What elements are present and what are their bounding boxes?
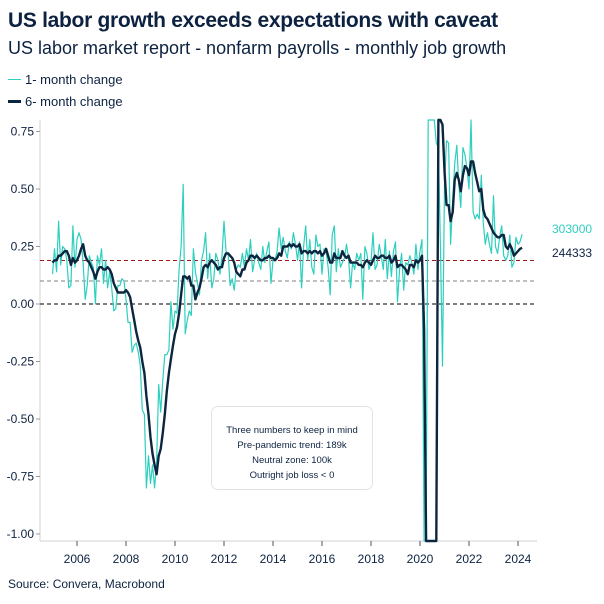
x-tick-label: 2014 (260, 552, 287, 566)
annotation-line: Pre-pandemic trend: 189k (237, 440, 347, 451)
legend-item-1-month: 1- month change (8, 72, 123, 87)
x-tick-label: 2020 (407, 552, 434, 566)
y-tick-label: 0.25 (11, 240, 35, 254)
source-note: Source: Convera, Macrobond (8, 577, 165, 591)
x-tick-label: 2024 (505, 552, 532, 566)
legend-label: 1- month change (25, 72, 123, 87)
y-tick-label: 0.50 (11, 182, 35, 196)
series-1-month-line (51, 119, 523, 542)
legend-label: 6- month change (25, 94, 123, 109)
y-tick-label: 0.75 (11, 125, 35, 139)
x-tick-label: 2018 (358, 552, 385, 566)
series-6-month-line (51, 118, 523, 543)
y-tick-label: -0.25 (7, 355, 35, 369)
legend-item-6-month: 6- month change (8, 94, 123, 109)
chart-title: US labor growth exceeds expectations wit… (8, 9, 498, 32)
annotation-line: Three numbers to keep in mind (226, 425, 358, 436)
x-tick-label: 2022 (456, 552, 483, 566)
annotation-line: Outright job loss < 0 (249, 470, 335, 481)
y-tick-label: -1.00 (7, 527, 35, 541)
x-tick-label: 2012 (211, 552, 238, 566)
x-tick-label: 2006 (64, 552, 91, 566)
chart-subtitle: US labor market report - nonfarm payroll… (8, 38, 507, 58)
x-tick-label: 2016 (309, 552, 336, 566)
end-label-6-month: 244333 (552, 246, 593, 260)
legend-swatch-6-month (8, 100, 21, 103)
end-label-1-month: 303000 (552, 222, 593, 236)
legend-swatch-1-month (8, 79, 21, 80)
y-tick-label: 0.00 (11, 297, 35, 311)
y-tick-label: -0.75 (7, 470, 35, 484)
x-tick-label: 2008 (113, 552, 140, 566)
x-tick-label: 2010 (162, 552, 189, 566)
annotation-box: Three numbers to keep in mind Pre-pandem… (211, 406, 373, 490)
y-tick-label: -0.50 (7, 412, 35, 426)
annotation-line: Neutral zone: 100k (252, 455, 332, 466)
